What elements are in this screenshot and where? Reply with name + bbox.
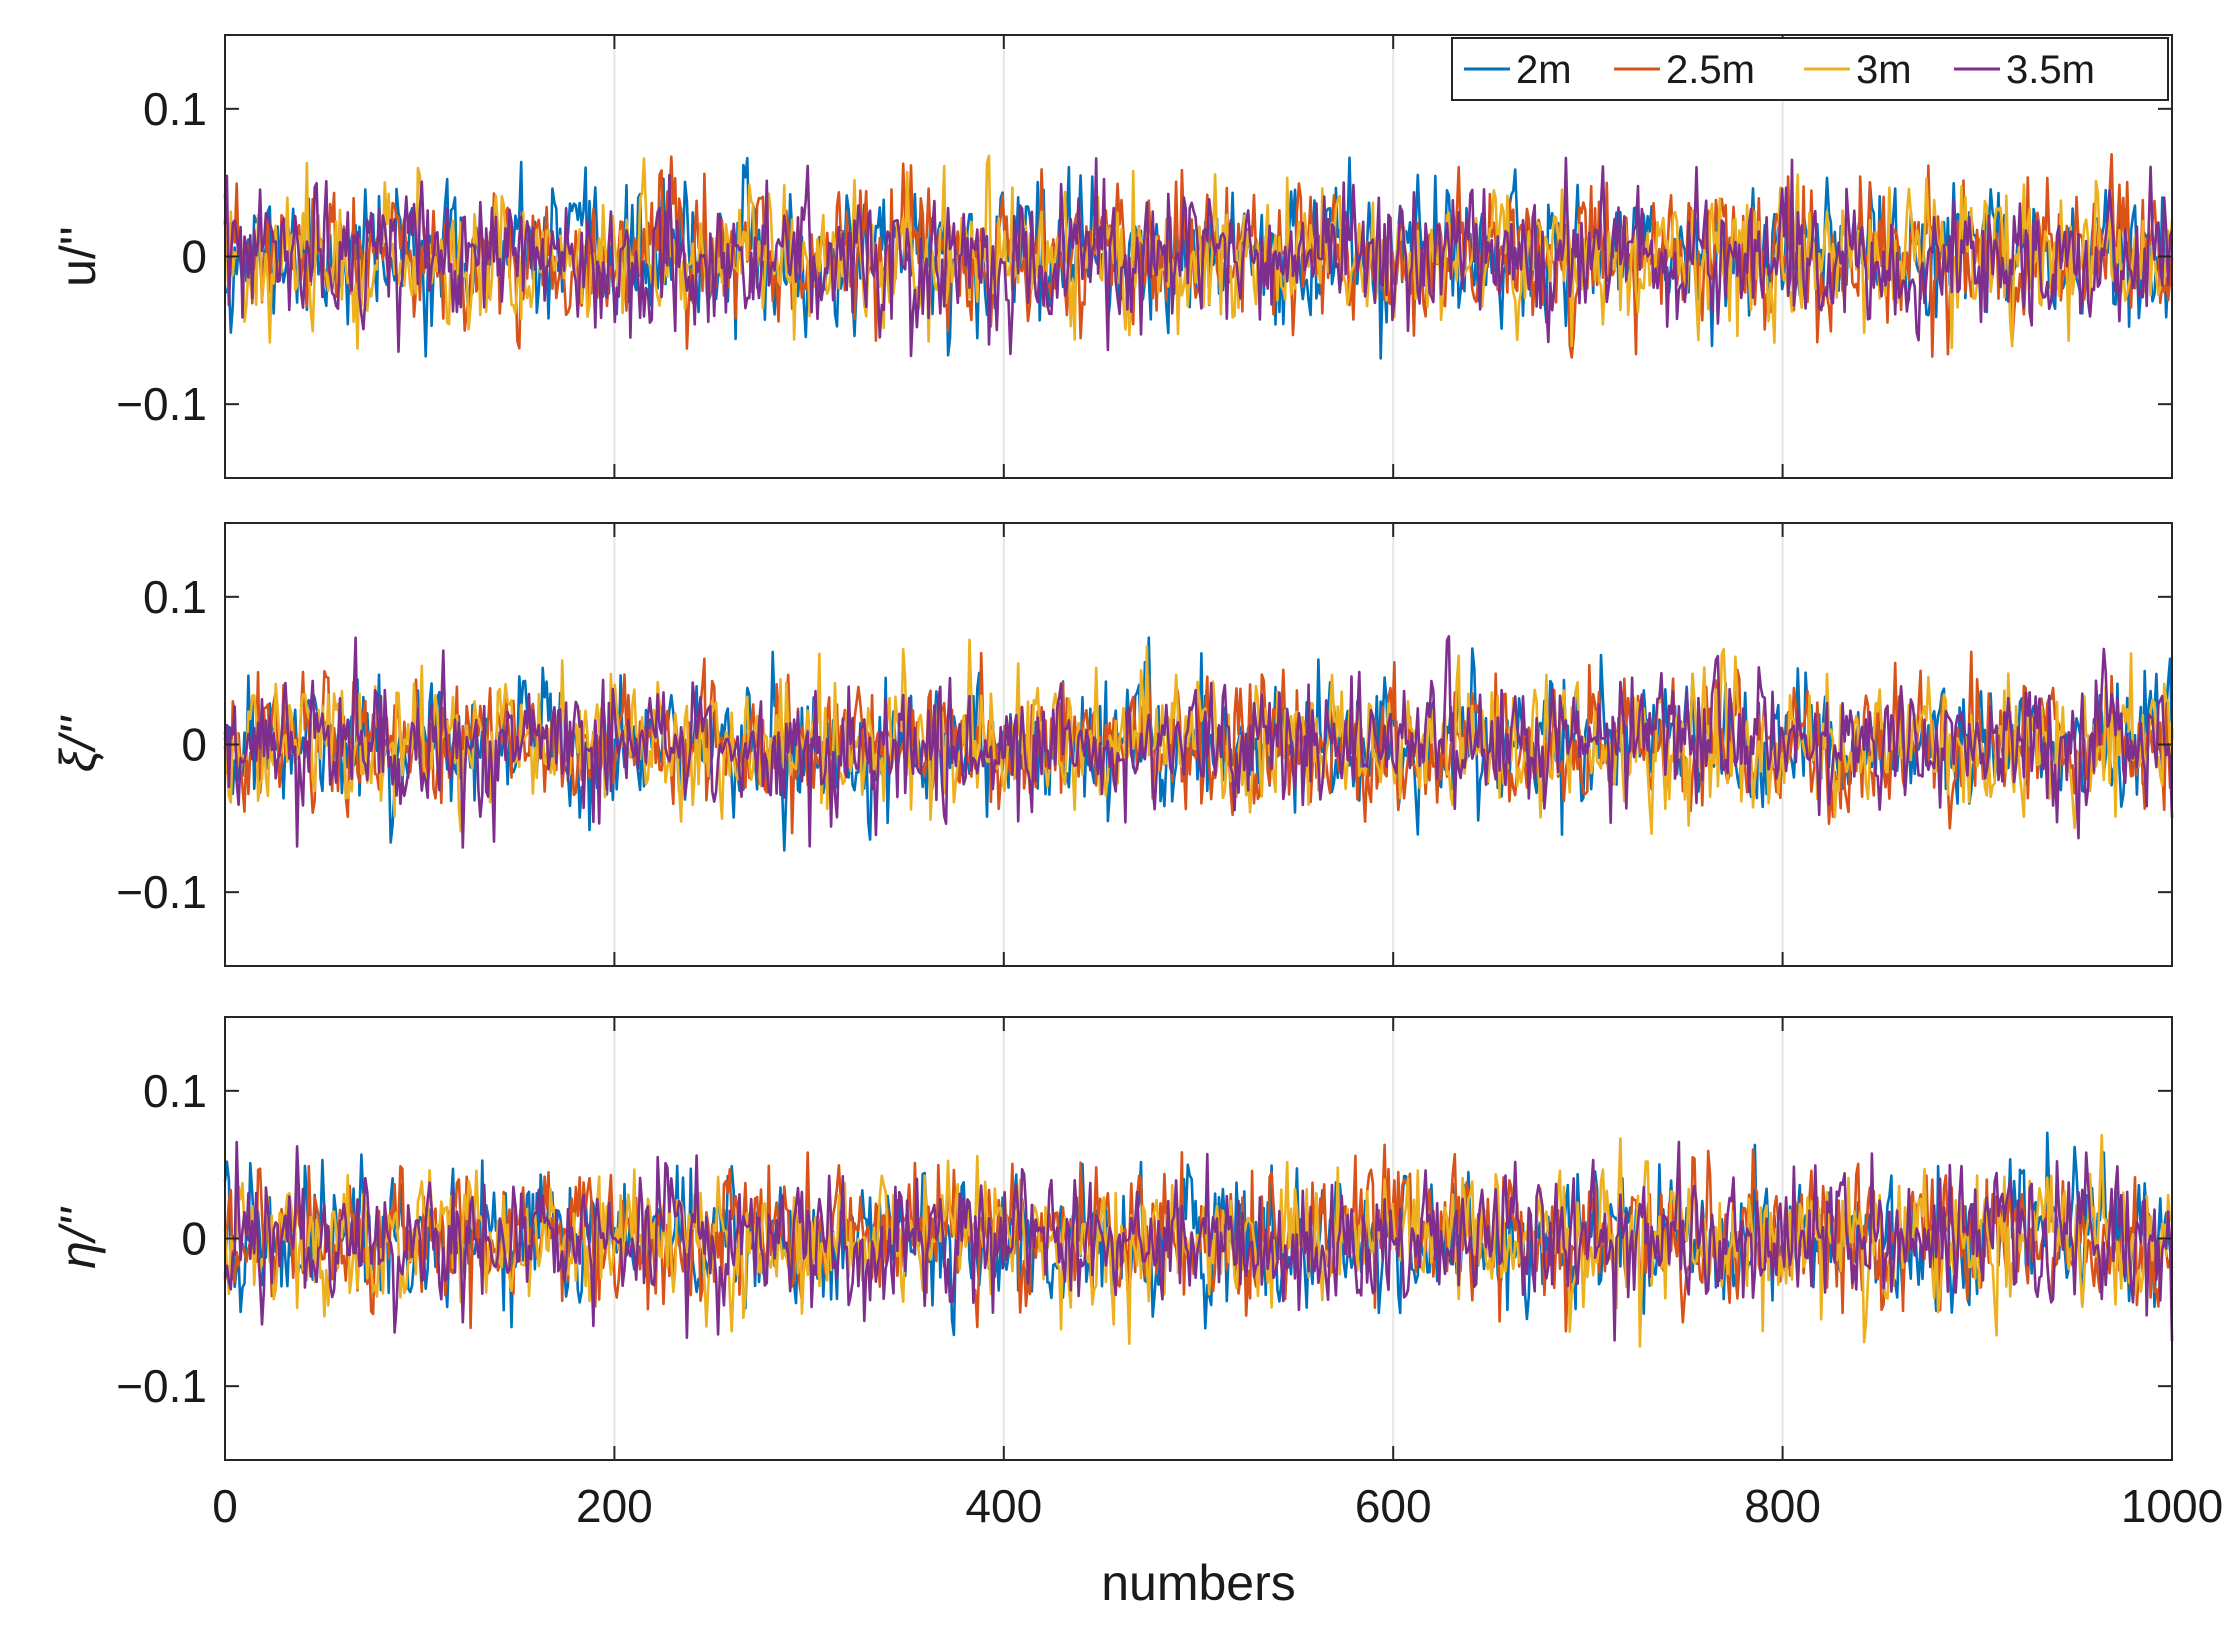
series-line-3.5m [223, 1140, 2174, 1342]
x-tick-label: 200 [576, 1480, 653, 1532]
series-line-3m [223, 1133, 2173, 1348]
y-axis-label: u/'' [50, 226, 106, 287]
series-line-3m [223, 154, 2174, 350]
panel-2: −0.1 0 0.1 ξ/'' [50, 522, 2174, 967]
panel-1: −0.1 0 0.1 u/'' [50, 34, 2174, 479]
x-tick-label: 400 [965, 1480, 1042, 1532]
y-tick-label: 0.1 [143, 1065, 207, 1117]
legend: 2m 2.5m 3m 3.5m [1451, 37, 2169, 101]
y-tick-label: 0 [181, 719, 207, 771]
legend-label-3.5m: 3.5m [2006, 48, 2095, 92]
series-line-3.5m [223, 634, 2174, 849]
y-tick-label: −0.1 [116, 1360, 207, 1412]
x-tick-label: 1000 [2121, 1480, 2223, 1532]
x-axis-label: numbers [1101, 1555, 1296, 1611]
series-group [223, 153, 2174, 360]
legend-label-2.5m: 2.5m [1666, 48, 1755, 92]
y-axis-label: ξ/'' [50, 715, 106, 772]
series-line-3.5m [223, 156, 2174, 358]
y-tick-label: 0.1 [143, 571, 207, 623]
legend-label-2m: 2m [1516, 48, 1572, 92]
x-tick-label: 800 [1744, 1480, 1821, 1532]
series-group [223, 634, 2174, 852]
y-tick-label: −0.1 [116, 378, 207, 430]
x-tick-label: 0 [212, 1480, 238, 1532]
y-tick-label: −0.1 [116, 866, 207, 918]
panel-3: 0 200 400 600 800 1000 −0.1 0 0.1 η/'' [50, 1016, 2223, 1532]
y-tick-label: 0 [181, 231, 207, 283]
panels: −0.1 0 0.1 u/'' −0.1 0 0.1 ξ/'' 0 200 400 600 800 100… [50, 34, 2223, 1532]
y-axis-label: η/'' [50, 1207, 106, 1269]
series-group [223, 1131, 2174, 1348]
x-tick-label: 600 [1355, 1480, 1432, 1532]
legend-label-3m: 3m [1856, 48, 1912, 92]
y-tick-label: 0 [181, 1213, 207, 1265]
y-tick-label: 0.1 [143, 83, 207, 135]
